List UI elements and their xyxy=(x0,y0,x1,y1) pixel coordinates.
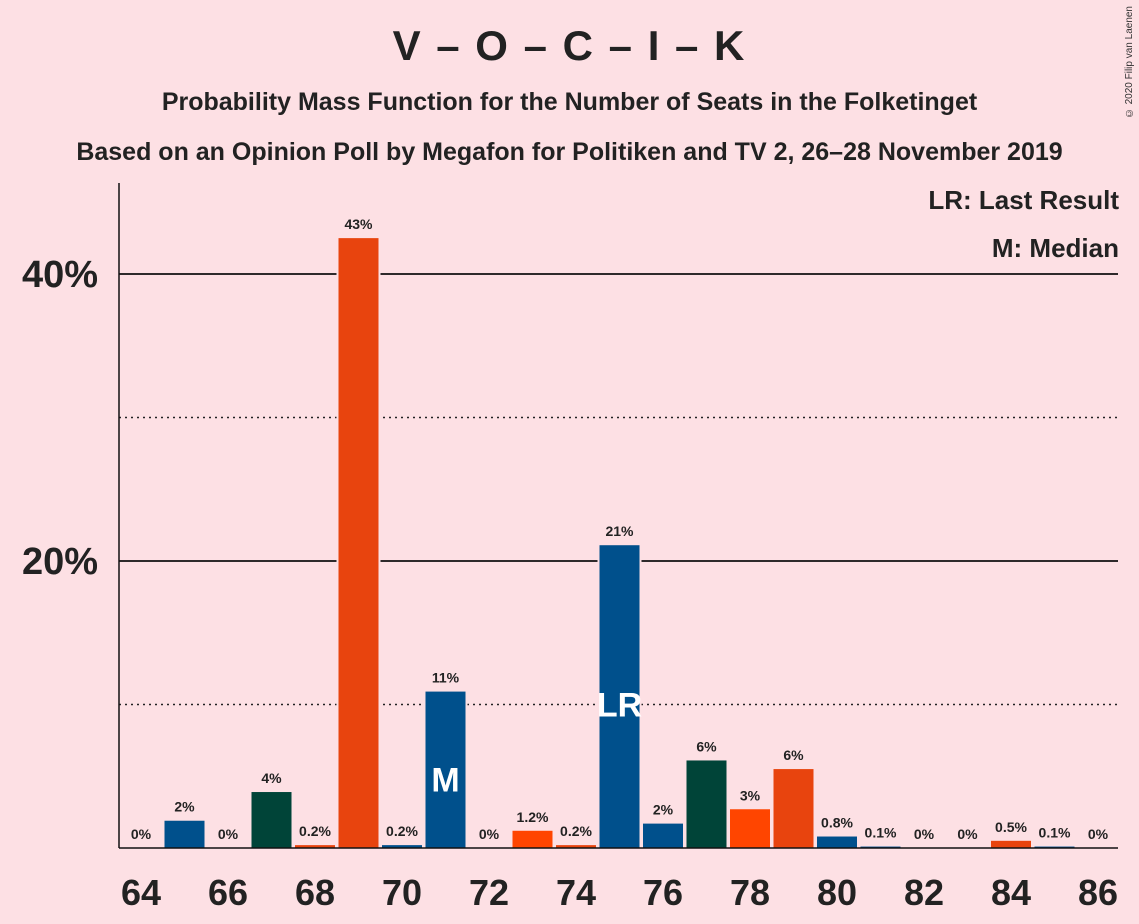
bar-value-label: 0.2% xyxy=(386,823,418,839)
bar-value-label: 43% xyxy=(344,216,373,232)
x-tick-label: 78 xyxy=(730,872,770,913)
bar-gap xyxy=(858,844,903,848)
last-result-marker: LR xyxy=(597,687,642,725)
bar-68 xyxy=(295,845,335,848)
bar-84 xyxy=(991,840,1031,848)
bar-67 xyxy=(251,792,292,848)
bar-value-label: 21% xyxy=(605,523,634,539)
bar-value-label: 2% xyxy=(174,799,195,815)
bar-74 xyxy=(556,845,596,848)
bar-value-label: 0% xyxy=(218,826,239,842)
bar-69 xyxy=(338,238,379,848)
x-tick-label: 80 xyxy=(817,872,857,913)
bar-78 xyxy=(730,809,770,848)
bar-77 xyxy=(686,760,727,848)
chart-title: V – O – C – I – K xyxy=(392,22,747,69)
bar-65 xyxy=(164,820,205,848)
x-tick-label: 64 xyxy=(121,872,161,913)
bar-value-label: 0% xyxy=(131,826,152,842)
x-tick-label: 66 xyxy=(208,872,248,913)
bar-value-label: 0% xyxy=(1088,826,1109,842)
x-tick-label: 70 xyxy=(382,872,422,913)
x-tick-label: 76 xyxy=(643,872,683,913)
median-marker: M xyxy=(431,761,459,799)
bar-value-label: 6% xyxy=(783,747,804,763)
bar-value-label: 0.1% xyxy=(1039,825,1071,841)
bar-value-label: 3% xyxy=(740,787,761,803)
bar-value-label: 0% xyxy=(914,826,935,842)
bar-value-label: 0.1% xyxy=(865,825,897,841)
bar-value-label: 0% xyxy=(479,826,500,842)
bar-value-label: 0.5% xyxy=(995,819,1027,835)
legend-last-result: LR: Last Result xyxy=(928,185,1119,215)
bar-75 xyxy=(599,545,640,848)
bar-value-label: 11% xyxy=(432,670,460,686)
bar-value-label: 0.8% xyxy=(821,815,853,831)
bar-80 xyxy=(817,836,857,848)
bar-value-label: 6% xyxy=(696,738,717,754)
bar-70 xyxy=(382,845,422,848)
x-tick-label: 68 xyxy=(295,872,335,913)
bar-71 xyxy=(425,691,466,848)
chart-subtitle-poll: Based on an Opinion Poll by Megafon for … xyxy=(76,138,1063,166)
x-tick-label: 74 xyxy=(556,872,596,913)
bar-value-label: 0.2% xyxy=(299,823,331,839)
chart-subtitle: Probability Mass Function for the Number… xyxy=(161,88,978,116)
bar-gap xyxy=(1032,844,1077,848)
bar-76 xyxy=(643,823,683,848)
bar-value-label: 1.2% xyxy=(517,809,549,825)
bar-73 xyxy=(512,830,553,848)
x-tick-label: 84 xyxy=(991,872,1031,913)
y-tick-label: 40% xyxy=(22,254,98,296)
x-tick-label: 86 xyxy=(1078,872,1118,913)
bar-value-label: 4% xyxy=(261,770,282,786)
bar-value-label: 2% xyxy=(653,802,674,818)
x-tick-label: 82 xyxy=(904,872,944,913)
bar-value-label: 0.2% xyxy=(560,823,592,839)
legend-median: M: Median xyxy=(991,233,1119,263)
x-tick-label: 72 xyxy=(469,872,509,913)
bar-79 xyxy=(773,769,814,848)
bar-value-label: 0% xyxy=(957,826,978,842)
y-tick-label: 20% xyxy=(22,541,98,583)
